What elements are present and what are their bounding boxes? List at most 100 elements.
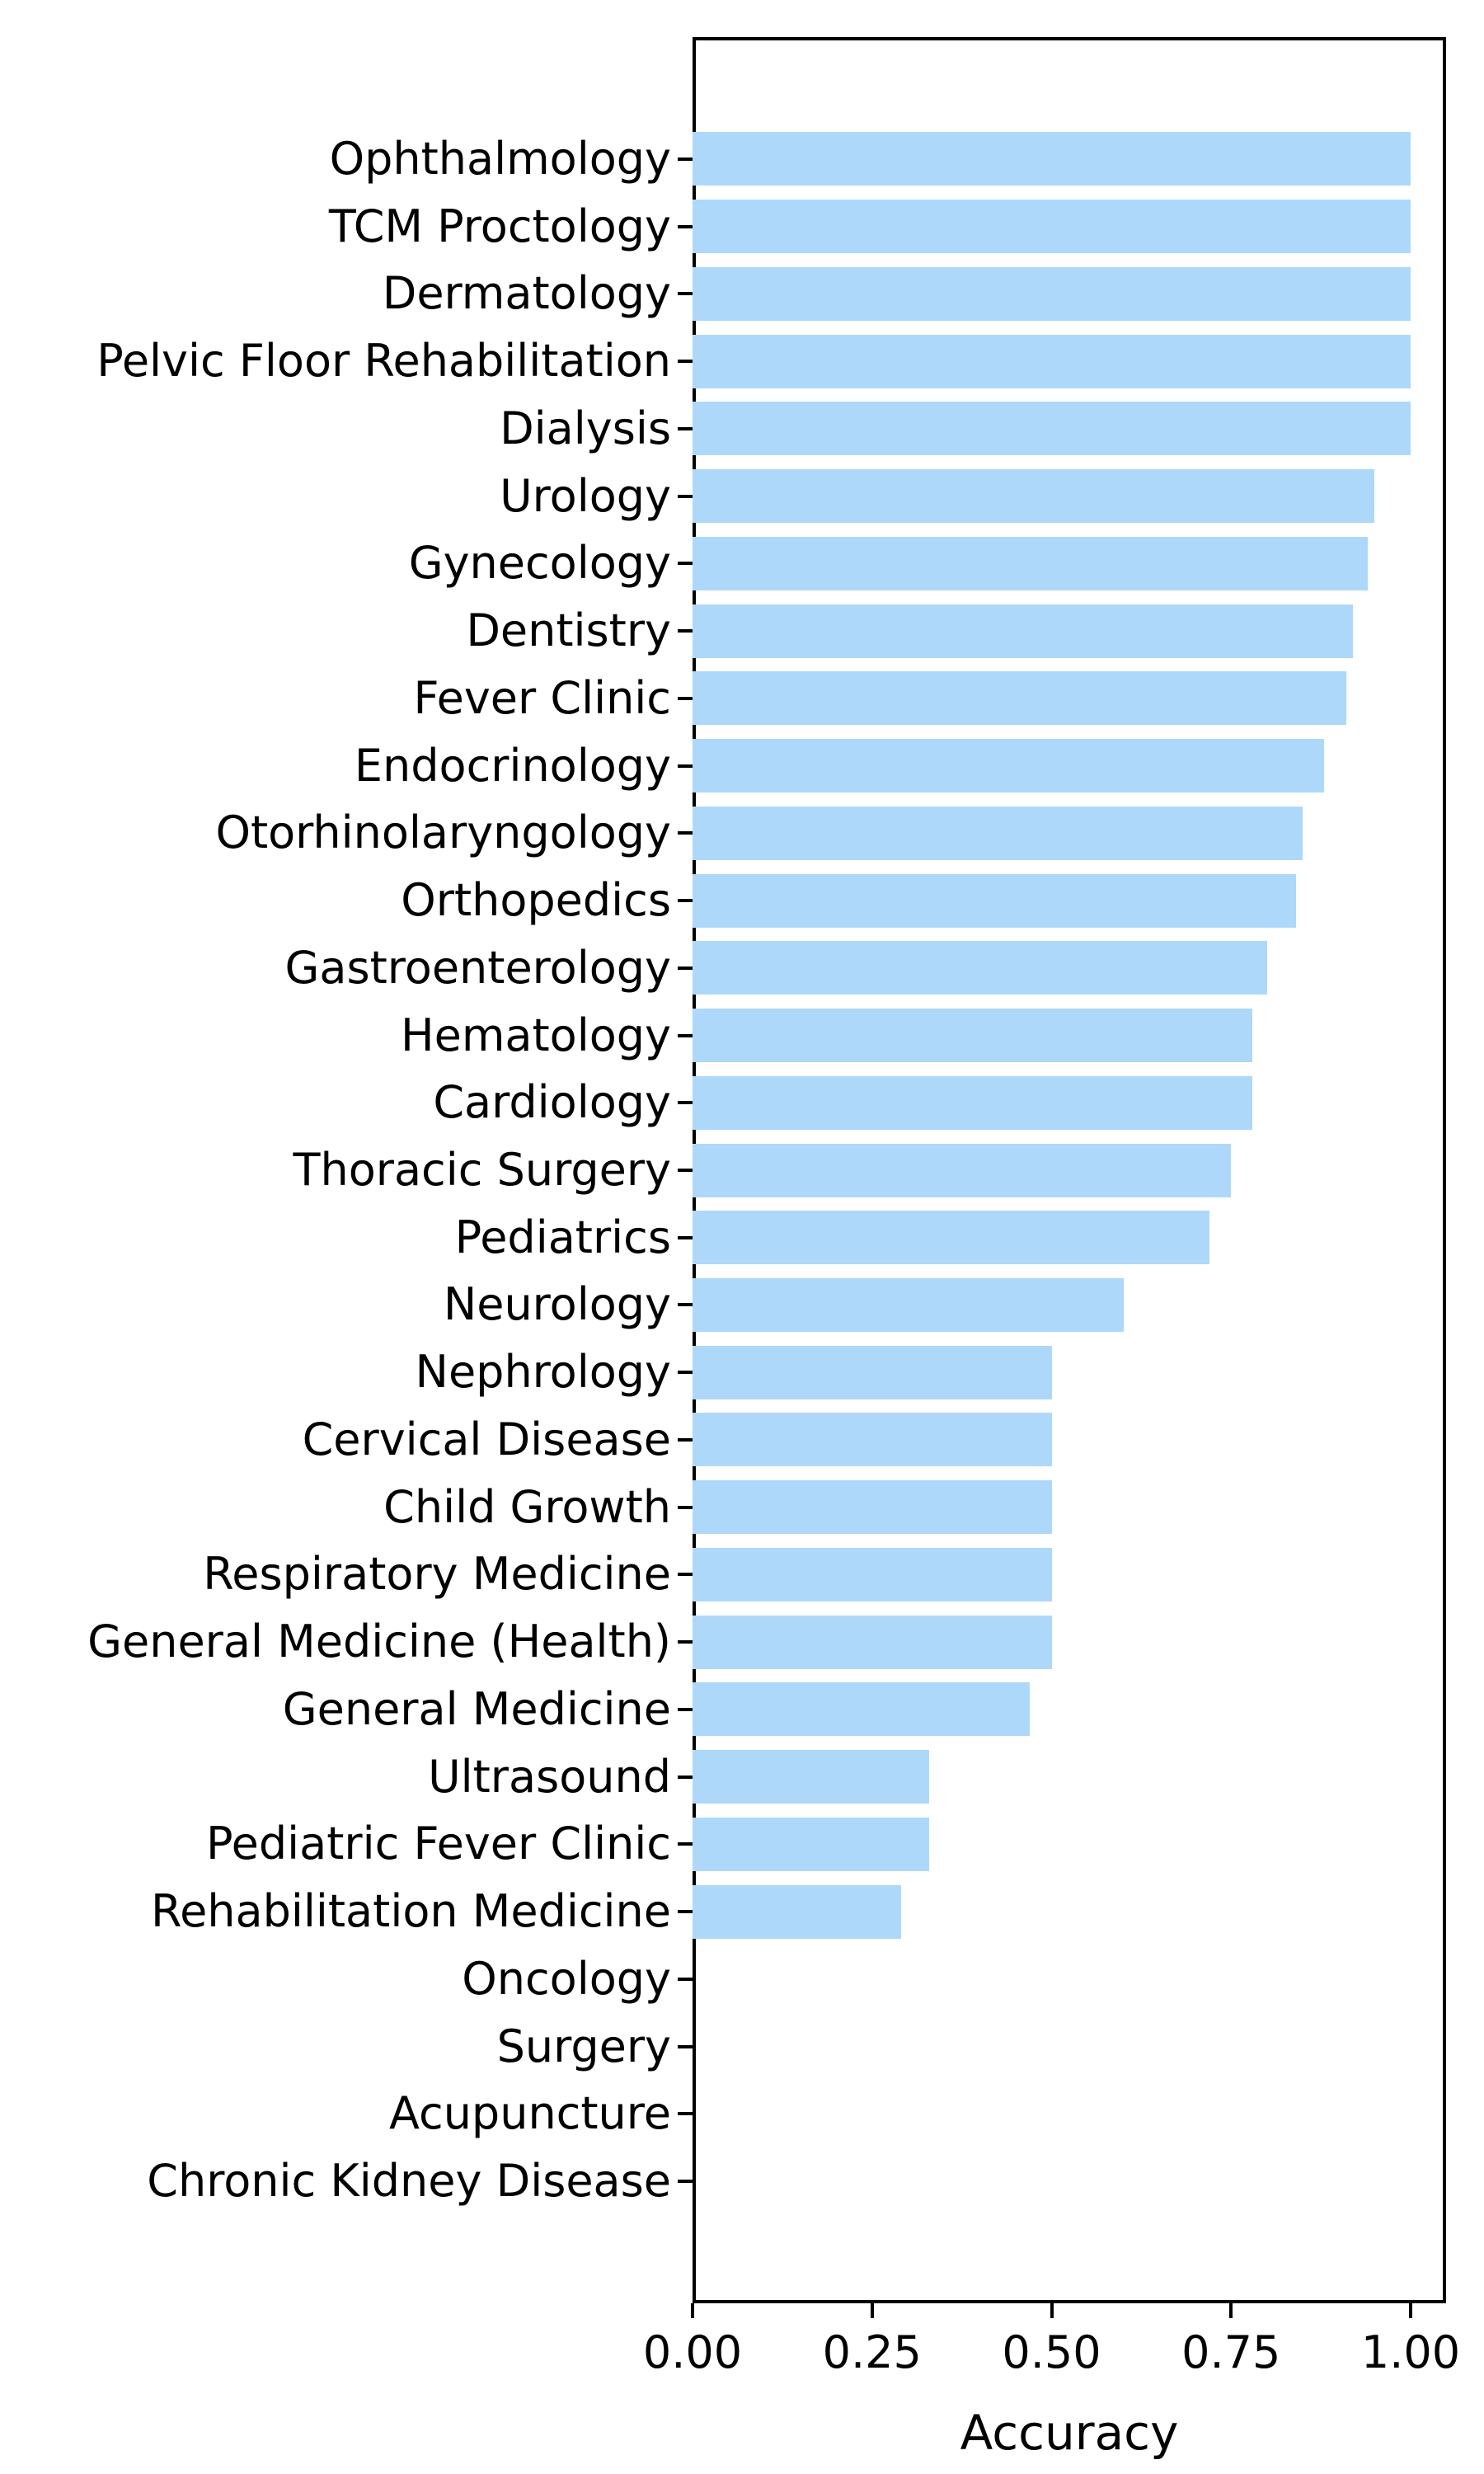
y-tick-label: Nephrology [415, 1346, 671, 1399]
bar-endocrinology [693, 739, 1325, 793]
y-tick [678, 696, 693, 700]
y-tick-label: Gastroenterology [284, 941, 671, 994]
y-tick [678, 1910, 693, 1914]
y-tick [678, 1235, 693, 1239]
y-tick [678, 1977, 693, 1981]
bar-otorhinolaryngology [693, 806, 1303, 860]
y-tick [678, 224, 693, 228]
y-tick-label: Cervical Disease [302, 1413, 671, 1465]
bar-dentistry [693, 604, 1354, 658]
y-tick [678, 1505, 693, 1509]
y-tick-label: Otorhinolaryngology [215, 807, 671, 859]
y-tick-label: Respiratory Medicine [203, 1548, 671, 1601]
y-tick-label: Chronic Kidney Disease [147, 2155, 671, 2208]
y-tick-label: Dermatology [382, 267, 671, 320]
bar-neurology [693, 1277, 1124, 1332]
y-tick [678, 1169, 693, 1172]
x-tick-label: 0.50 [1002, 2326, 1101, 2378]
y-tick [678, 2044, 693, 2048]
bar-cardiology [693, 1075, 1253, 1130]
bar-ultrasound [693, 1750, 930, 1804]
y-tick [678, 360, 693, 364]
y-tick [678, 1033, 693, 1037]
y-tick [678, 157, 693, 161]
y-tick [678, 1640, 693, 1644]
y-tick [678, 2180, 693, 2184]
y-tick-label: Gynecology [408, 537, 671, 590]
y-tick [678, 1303, 693, 1307]
y-tick [678, 1371, 693, 1375]
bar-rehabilitation-medicine [693, 1884, 901, 1939]
y-tick [678, 1775, 693, 1779]
bar-cervical-disease [693, 1413, 1052, 1467]
y-tick-label: Dentistry [466, 604, 671, 657]
bar-nephrology [693, 1345, 1052, 1399]
x-tick-label: 1.00 [1360, 2326, 1461, 2378]
y-tick-label: Endocrinology [354, 739, 671, 792]
x-tick [1409, 2303, 1412, 2318]
bar-pediatric-fever-clinic [693, 1817, 930, 1871]
bar-gastroenterology [693, 941, 1267, 995]
x-tick [691, 2303, 694, 2318]
y-tick-label: Thoracic Surgery [293, 1144, 672, 1196]
bar-urology [693, 469, 1375, 524]
bar-tcm-proctology [693, 200, 1411, 254]
y-tick-label: Orthopedics [401, 874, 671, 927]
y-tick [678, 1842, 693, 1846]
x-tick-label: 0.25 [822, 2326, 922, 2378]
bar-dialysis [693, 402, 1411, 456]
y-tick [678, 1707, 693, 1711]
y-tick-label: General Medicine [282, 1682, 671, 1735]
y-tick-label: Pelvic Floor Rehabilitation [96, 335, 671, 388]
bar-pelvic-floor-rehabilitation [693, 334, 1411, 388]
y-tick-label: Acupuncture [389, 2087, 671, 2140]
x-tick-label: 0.75 [1181, 2326, 1281, 2378]
bar-gynecology [693, 536, 1368, 590]
x-tick [1229, 2303, 1233, 2318]
y-tick-label: Hematology [400, 1009, 671, 1061]
y-tick [678, 292, 693, 296]
y-tick [678, 562, 693, 566]
bar-thoracic-surgery [693, 1143, 1232, 1197]
y-tick-label: Pediatrics [454, 1211, 671, 1263]
bar-dermatology [693, 266, 1411, 321]
y-tick-label: Child Growth [383, 1480, 671, 1533]
y-tick-label: Cardiology [433, 1076, 671, 1129]
y-tick [678, 1101, 693, 1105]
bar-fever-clinic [693, 671, 1346, 726]
y-tick [678, 966, 693, 970]
y-tick-label: Pediatric Fever Clinic [206, 1818, 671, 1870]
y-tick [678, 764, 693, 768]
y-tick [678, 1437, 693, 1442]
bar-pediatrics [693, 1211, 1210, 1265]
bar-child-growth [693, 1480, 1052, 1535]
y-tick-label: Ultrasound [428, 1750, 671, 1803]
bar-orthopedics [693, 873, 1296, 928]
bar-hematology [693, 1009, 1253, 1063]
y-tick-label: Surgery [496, 2020, 671, 2072]
y-tick [678, 1573, 693, 1577]
y-tick-label: Neurology [443, 1278, 671, 1331]
bar-general-medicine [693, 1682, 1031, 1737]
y-tick-label: General Medicine (Health) [87, 1616, 671, 1668]
x-tick-label: 0.00 [642, 2326, 743, 2378]
y-tick [678, 629, 693, 633]
y-tick-label: Ophthalmology [329, 132, 671, 185]
bar-ophthalmology [693, 132, 1411, 186]
x-tick [870, 2303, 874, 2318]
y-tick [678, 426, 693, 430]
bar-general-medicine-health- [693, 1615, 1052, 1669]
y-tick-label: Dialysis [500, 402, 671, 454]
y-tick [678, 899, 693, 903]
y-tick [678, 831, 693, 835]
y-tick-label: Fever Clinic [413, 671, 671, 724]
y-tick [678, 494, 693, 498]
y-tick-label: Urology [500, 469, 671, 522]
x-tick [1050, 2303, 1054, 2318]
y-tick-label: TCM Proctology [328, 200, 671, 252]
y-tick [678, 2112, 693, 2116]
y-tick-label: Oncology [462, 1952, 671, 2005]
y-tick-label: Rehabilitation Medicine [150, 1885, 671, 1938]
x-axis-title: Accuracy [960, 2405, 1179, 2461]
